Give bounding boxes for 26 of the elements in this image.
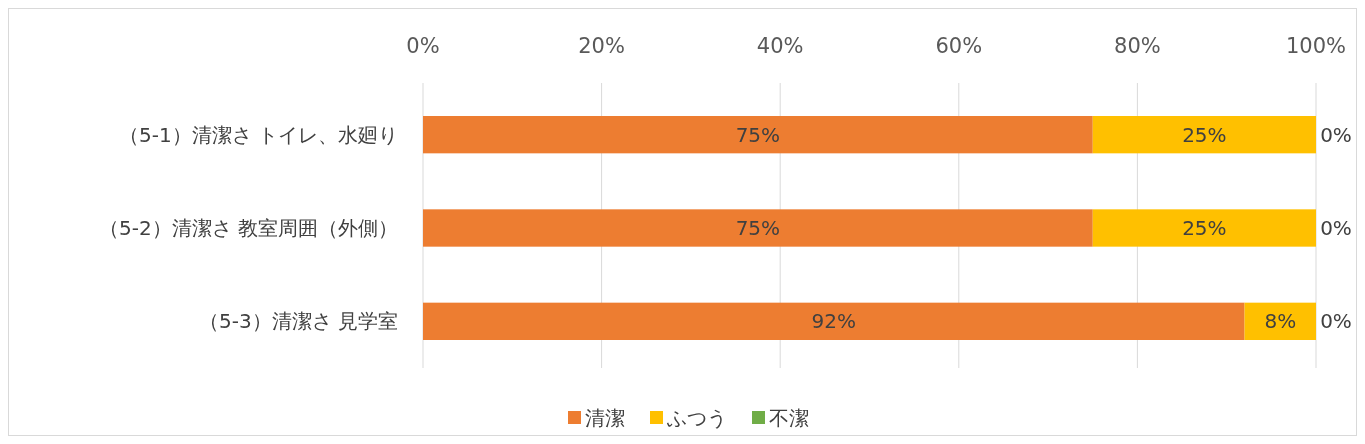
legend-label: 不潔 — [769, 406, 809, 430]
data-label: 0% — [1320, 122, 1352, 147]
bar — [1092, 116, 1316, 154]
data-label: 0% — [1320, 216, 1352, 240]
data-label: 75% — [735, 216, 781, 240]
bar — [423, 116, 1093, 154]
data-label: 92% — [811, 309, 857, 334]
x-tick-label: 60% — [935, 34, 983, 58]
bar — [423, 302, 1245, 340]
x-tick-label: 40% — [756, 34, 804, 58]
y-tick-label: （5-1）清潔さ トイレ、水廻り — [118, 122, 398, 147]
legend-label: ふつう — [666, 406, 727, 430]
y-tick-label: （5-2）清潔さ 教室周囲（外側） — [98, 216, 398, 240]
bar — [423, 209, 1093, 247]
x-tick-label: 100% — [1285, 34, 1347, 58]
data-label: 75% — [735, 122, 781, 147]
x-tick-label: 0% — [406, 34, 440, 58]
y-tick-label: （5-3）清潔さ 見学室 — [198, 309, 398, 334]
x-tick-label: 20% — [578, 34, 625, 58]
legend-label: 清潔 — [585, 406, 625, 430]
bar — [1092, 209, 1316, 247]
data-label: 0% — [1320, 309, 1352, 334]
data-label: 25% — [1182, 122, 1227, 147]
data-label: 8% — [1264, 309, 1297, 334]
data-label: 25% — [1182, 216, 1227, 240]
x-tick-label: 80% — [1114, 34, 1161, 58]
